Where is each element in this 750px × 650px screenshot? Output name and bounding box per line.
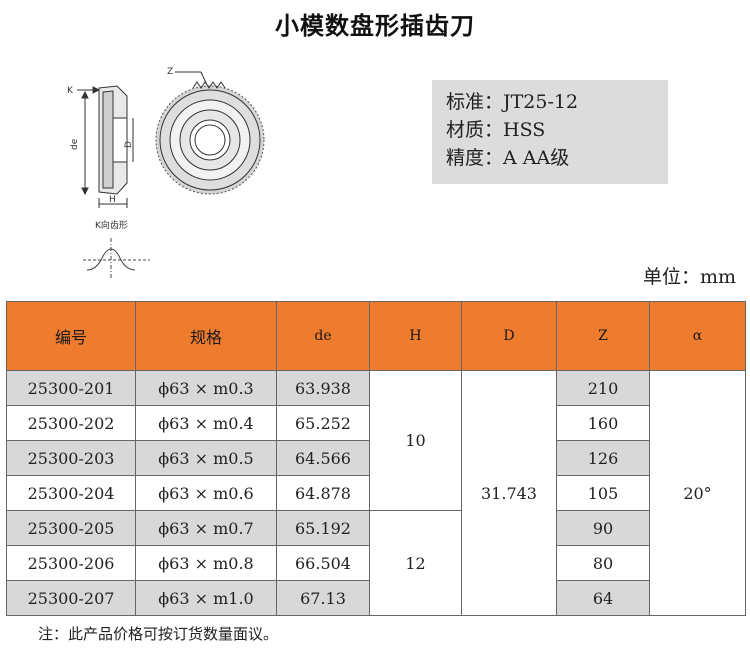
cell-spec: ϕ63 × m1.0 xyxy=(135,580,277,616)
table-row: 25300-205 ϕ63 × m0.7 65.192 12 90 xyxy=(6,510,746,616)
header-code: 编号 xyxy=(6,301,136,371)
cell-z: 90 xyxy=(556,510,650,546)
cell-z: 126 xyxy=(556,440,650,476)
cell-h-group-1: 10 xyxy=(369,370,462,511)
header-h: H xyxy=(369,301,462,371)
d-label: D xyxy=(124,141,134,148)
table-row: 25300-202 ϕ63 × m0.4 65.252 160 xyxy=(6,405,746,441)
cell-code: 25300-202 xyxy=(6,405,136,441)
cell-de: 64.566 xyxy=(276,440,370,476)
page-title: 小模数盘形插齿刀 xyxy=(275,12,475,40)
cell-h-group-2: 12 xyxy=(369,510,462,616)
de-label: de xyxy=(70,138,80,150)
front-view xyxy=(155,71,265,195)
k-label: K xyxy=(67,86,74,96)
header-z: Z xyxy=(556,301,650,371)
table-row: 25300-204 ϕ63 × m0.6 64.878 105 xyxy=(6,475,746,511)
unit-label: 单位：mm xyxy=(642,266,736,288)
cell-z: 80 xyxy=(556,545,650,581)
spec-table: 编号 规格 de H D Z α 25300-201 ϕ63 × m0.3 63… xyxy=(6,301,746,616)
cell-d: 31.743 xyxy=(461,370,557,616)
h-label: H xyxy=(109,195,116,205)
cell-de: 64.878 xyxy=(276,475,370,511)
cell-z: 105 xyxy=(556,475,650,511)
cell-de: 65.192 xyxy=(276,510,370,546)
cell-spec: ϕ63 × m0.7 xyxy=(135,510,277,546)
material-text: 材质：HSS xyxy=(446,119,546,141)
footnote: 注：此产品价格可按订货数量面议。 xyxy=(38,625,279,643)
z-label: Z xyxy=(167,67,173,77)
cell-alpha: 20° xyxy=(649,370,746,616)
table-row: 25300-207 ϕ63 × m1.0 67.13 64 xyxy=(6,580,746,616)
cell-spec: ϕ63 × m0.6 xyxy=(135,475,277,511)
cell-de: 66.504 xyxy=(276,545,370,581)
header-alpha: α xyxy=(649,301,746,371)
k-arrow-head xyxy=(92,86,101,94)
cell-de: 65.252 xyxy=(276,405,370,441)
table-row: 25300-201 ϕ63 × m0.3 63.938 10 31.743 21… xyxy=(6,370,746,616)
tooth-profile xyxy=(83,238,150,278)
cell-de: 63.938 xyxy=(276,370,370,406)
cell-spec: ϕ63 × m0.4 xyxy=(135,405,277,441)
spec-box: 标准：JT25-12 材质：HSS 精度：A AA级 xyxy=(432,80,668,184)
cutter-drawing: K de D H K向齿形 Z xyxy=(67,67,265,278)
header-spec: 规格 xyxy=(135,301,277,371)
cell-spec: ϕ63 × m0.8 xyxy=(135,545,277,581)
cell-spec: ϕ63 × m0.5 xyxy=(135,440,277,476)
precision-text: 精度：A AA级 xyxy=(446,147,570,169)
header-de: de xyxy=(276,301,370,371)
cell-spec: ϕ63 × m0.3 xyxy=(135,370,277,406)
cell-code: 25300-203 xyxy=(6,440,136,476)
standard-text: 标准：JT25-12 xyxy=(446,91,579,113)
side-view xyxy=(77,85,134,208)
cell-z: 160 xyxy=(556,405,650,441)
cell-z: 64 xyxy=(556,580,650,616)
cell-code: 25300-206 xyxy=(6,545,136,581)
cell-de: 67.13 xyxy=(276,580,370,616)
header-d: D xyxy=(461,301,557,371)
cell-code: 25300-205 xyxy=(6,510,136,546)
cell-code: 25300-201 xyxy=(6,370,136,406)
k-view-label: K向齿形 xyxy=(95,219,128,231)
table-header-row: 编号 规格 de H D Z α xyxy=(6,301,746,371)
cell-z: 210 xyxy=(556,370,650,406)
cell-code: 25300-204 xyxy=(6,475,136,511)
cell-code: 25300-207 xyxy=(6,580,136,616)
table-row: 25300-203 ϕ63 × m0.5 64.566 126 xyxy=(6,440,746,476)
